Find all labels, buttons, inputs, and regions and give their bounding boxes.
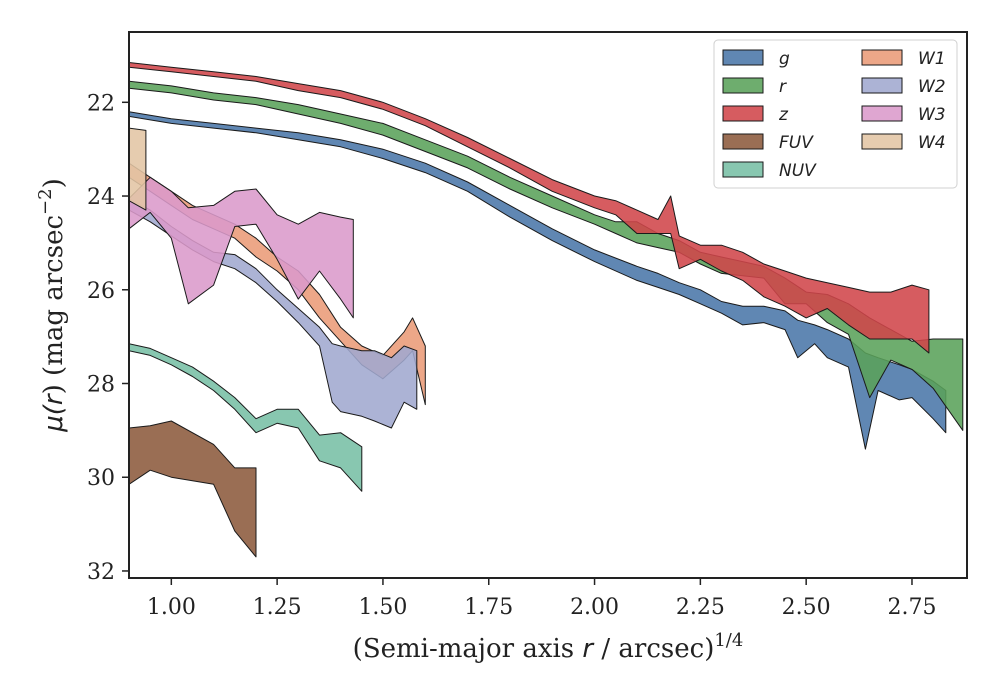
legend-label-w2: W2: [918, 77, 946, 97]
band-fuv: [129, 420, 257, 558]
legend-label-w1: W1: [918, 49, 946, 69]
legend-label-z: z: [778, 105, 789, 125]
x-tick-label: 2.75: [887, 595, 936, 620]
band-r: [129, 80, 964, 431]
x-tick-label: 2.25: [676, 595, 725, 620]
legend-label-fuv: FUV: [779, 133, 814, 153]
y-axis-ticks: 22 24 26 28 30 32: [87, 91, 129, 585]
legend-swatch-nuv: [722, 161, 764, 178]
legend-swatch-w1: [861, 49, 903, 66]
legend: grz FUV NUV W1 W2 W3 W4: [713, 39, 958, 189]
y-tick-label: 32: [87, 560, 115, 585]
legend-swatch-w2: [861, 77, 903, 94]
x-tick-label: 1.25: [253, 595, 302, 620]
x-axis-label: (Semi-major axis r / arcsec)1/4: [353, 630, 744, 664]
y-axis-label: μ(r) (mag arcsec−2): [35, 178, 69, 433]
band-g: [129, 111, 947, 450]
legend-swatch-g: [722, 49, 764, 66]
x-tick-label: 1.50: [358, 595, 407, 620]
legend-swatch-w3: [861, 105, 903, 122]
legend-label-nuv: NUV: [779, 161, 817, 181]
x-tick-label: 1.00: [147, 595, 196, 620]
y-tick-label: 22: [87, 91, 115, 116]
band-w2: [129, 197, 418, 429]
x-tick-label: 2.00: [570, 595, 619, 620]
band-w3: [129, 176, 354, 319]
band-nuv: [129, 343, 363, 492]
y-tick-label: 30: [87, 466, 115, 491]
y-tick-label: 24: [87, 185, 115, 210]
legend-label-g: g: [779, 49, 790, 69]
legend-swatch-fuv: [722, 133, 764, 150]
band-w4: [129, 127, 147, 211]
legend-swatch-w4: [861, 133, 903, 150]
y-tick-label: 28: [87, 373, 115, 398]
y-tick-label: 26: [87, 279, 115, 304]
band-z: [129, 62, 930, 354]
legend-label-r: r: [779, 77, 787, 97]
legend-label-w3: W3: [918, 105, 946, 125]
x-tick-label: 1.75: [464, 595, 513, 620]
profile-bands: [129, 62, 964, 558]
legend-box: [713, 39, 958, 189]
x-axis-ticks: 1.00 1.25 1.50 1.75 2.00 2.25 2.50 2.75: [147, 578, 936, 620]
x-tick-label: 2.50: [782, 595, 831, 620]
legend-swatch-r: [722, 77, 764, 94]
legend-label-w4: W4: [918, 133, 946, 153]
plot-frame: [128, 31, 968, 579]
legend-swatch-z: [722, 105, 764, 122]
